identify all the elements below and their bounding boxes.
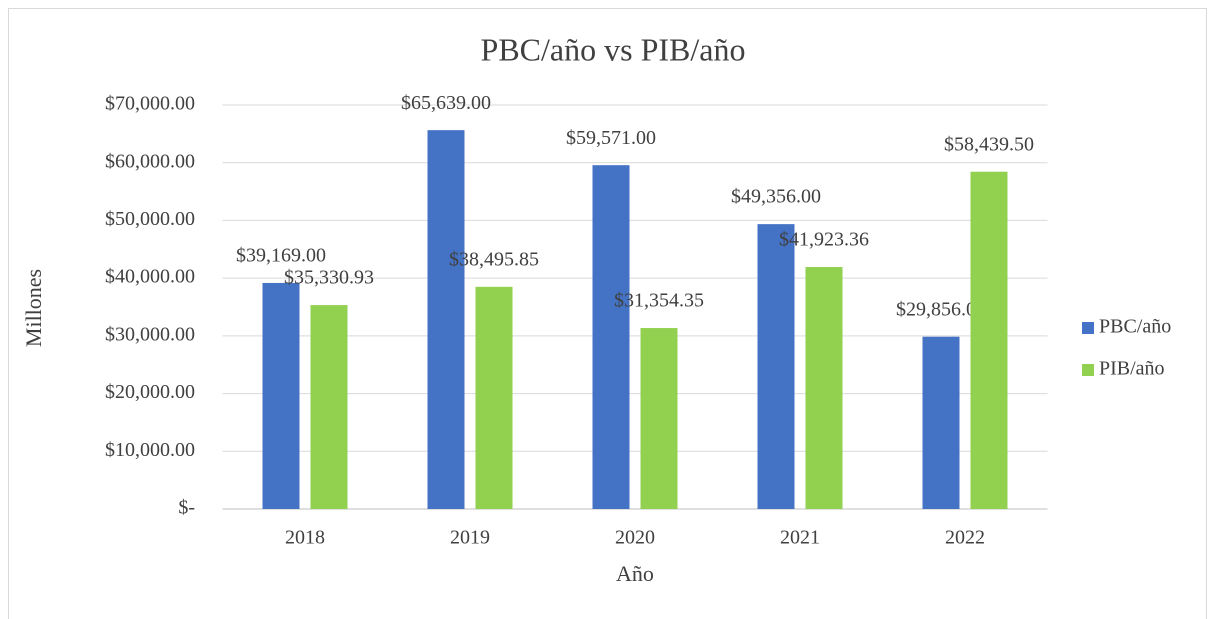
data-label: $49,356.00 [731,186,821,208]
bar [592,165,630,509]
data-label: $31,354.35 [614,290,704,312]
data-label: $39,169.00 [236,245,326,267]
y-tick-label: $50,000.00 [105,208,195,230]
x-tick-label: 2018 [285,527,325,549]
legend-swatch [1082,364,1094,376]
bar [970,171,1008,510]
data-label: $41,923.36 [779,229,869,251]
x-tick-label: 2019 [450,527,490,549]
y-axis-label: Millones [21,269,46,347]
y-tick-label: $60,000.00 [105,150,195,172]
bar [757,224,795,509]
chart-title: PBC/año vs PIB/año [481,31,746,67]
x-axis-label: Año [616,561,654,586]
data-label: $38,495.85 [449,248,539,270]
bar [262,282,300,509]
y-tick-label: $40,000.00 [105,266,195,288]
y-tick-label: $- [178,497,195,519]
bar [427,130,465,510]
legend-label: PBC/año [1099,316,1171,338]
y-tick-label: $30,000.00 [105,323,195,345]
data-label: $59,571.00 [566,127,656,149]
y-tick-label: $20,000.00 [105,381,195,403]
bar [640,328,678,509]
x-tick-label: 2021 [780,527,820,549]
y-tick-label: $70,000.00 [105,93,195,115]
bar [805,267,843,509]
legend-swatch [1082,322,1094,334]
bar [922,336,960,509]
data-label: $58,439.50 [944,133,1034,155]
data-label: $65,639.00 [401,92,491,114]
y-tick-label: $10,000.00 [105,439,195,461]
legend-label: PIB/año [1099,358,1165,380]
data-label: $29,856.00 [896,298,986,320]
data-label: $35,330.93 [284,267,374,289]
bar [310,305,348,509]
x-tick-label: 2022 [945,527,985,549]
bar [475,286,513,509]
x-tick-label: 2020 [615,527,655,549]
